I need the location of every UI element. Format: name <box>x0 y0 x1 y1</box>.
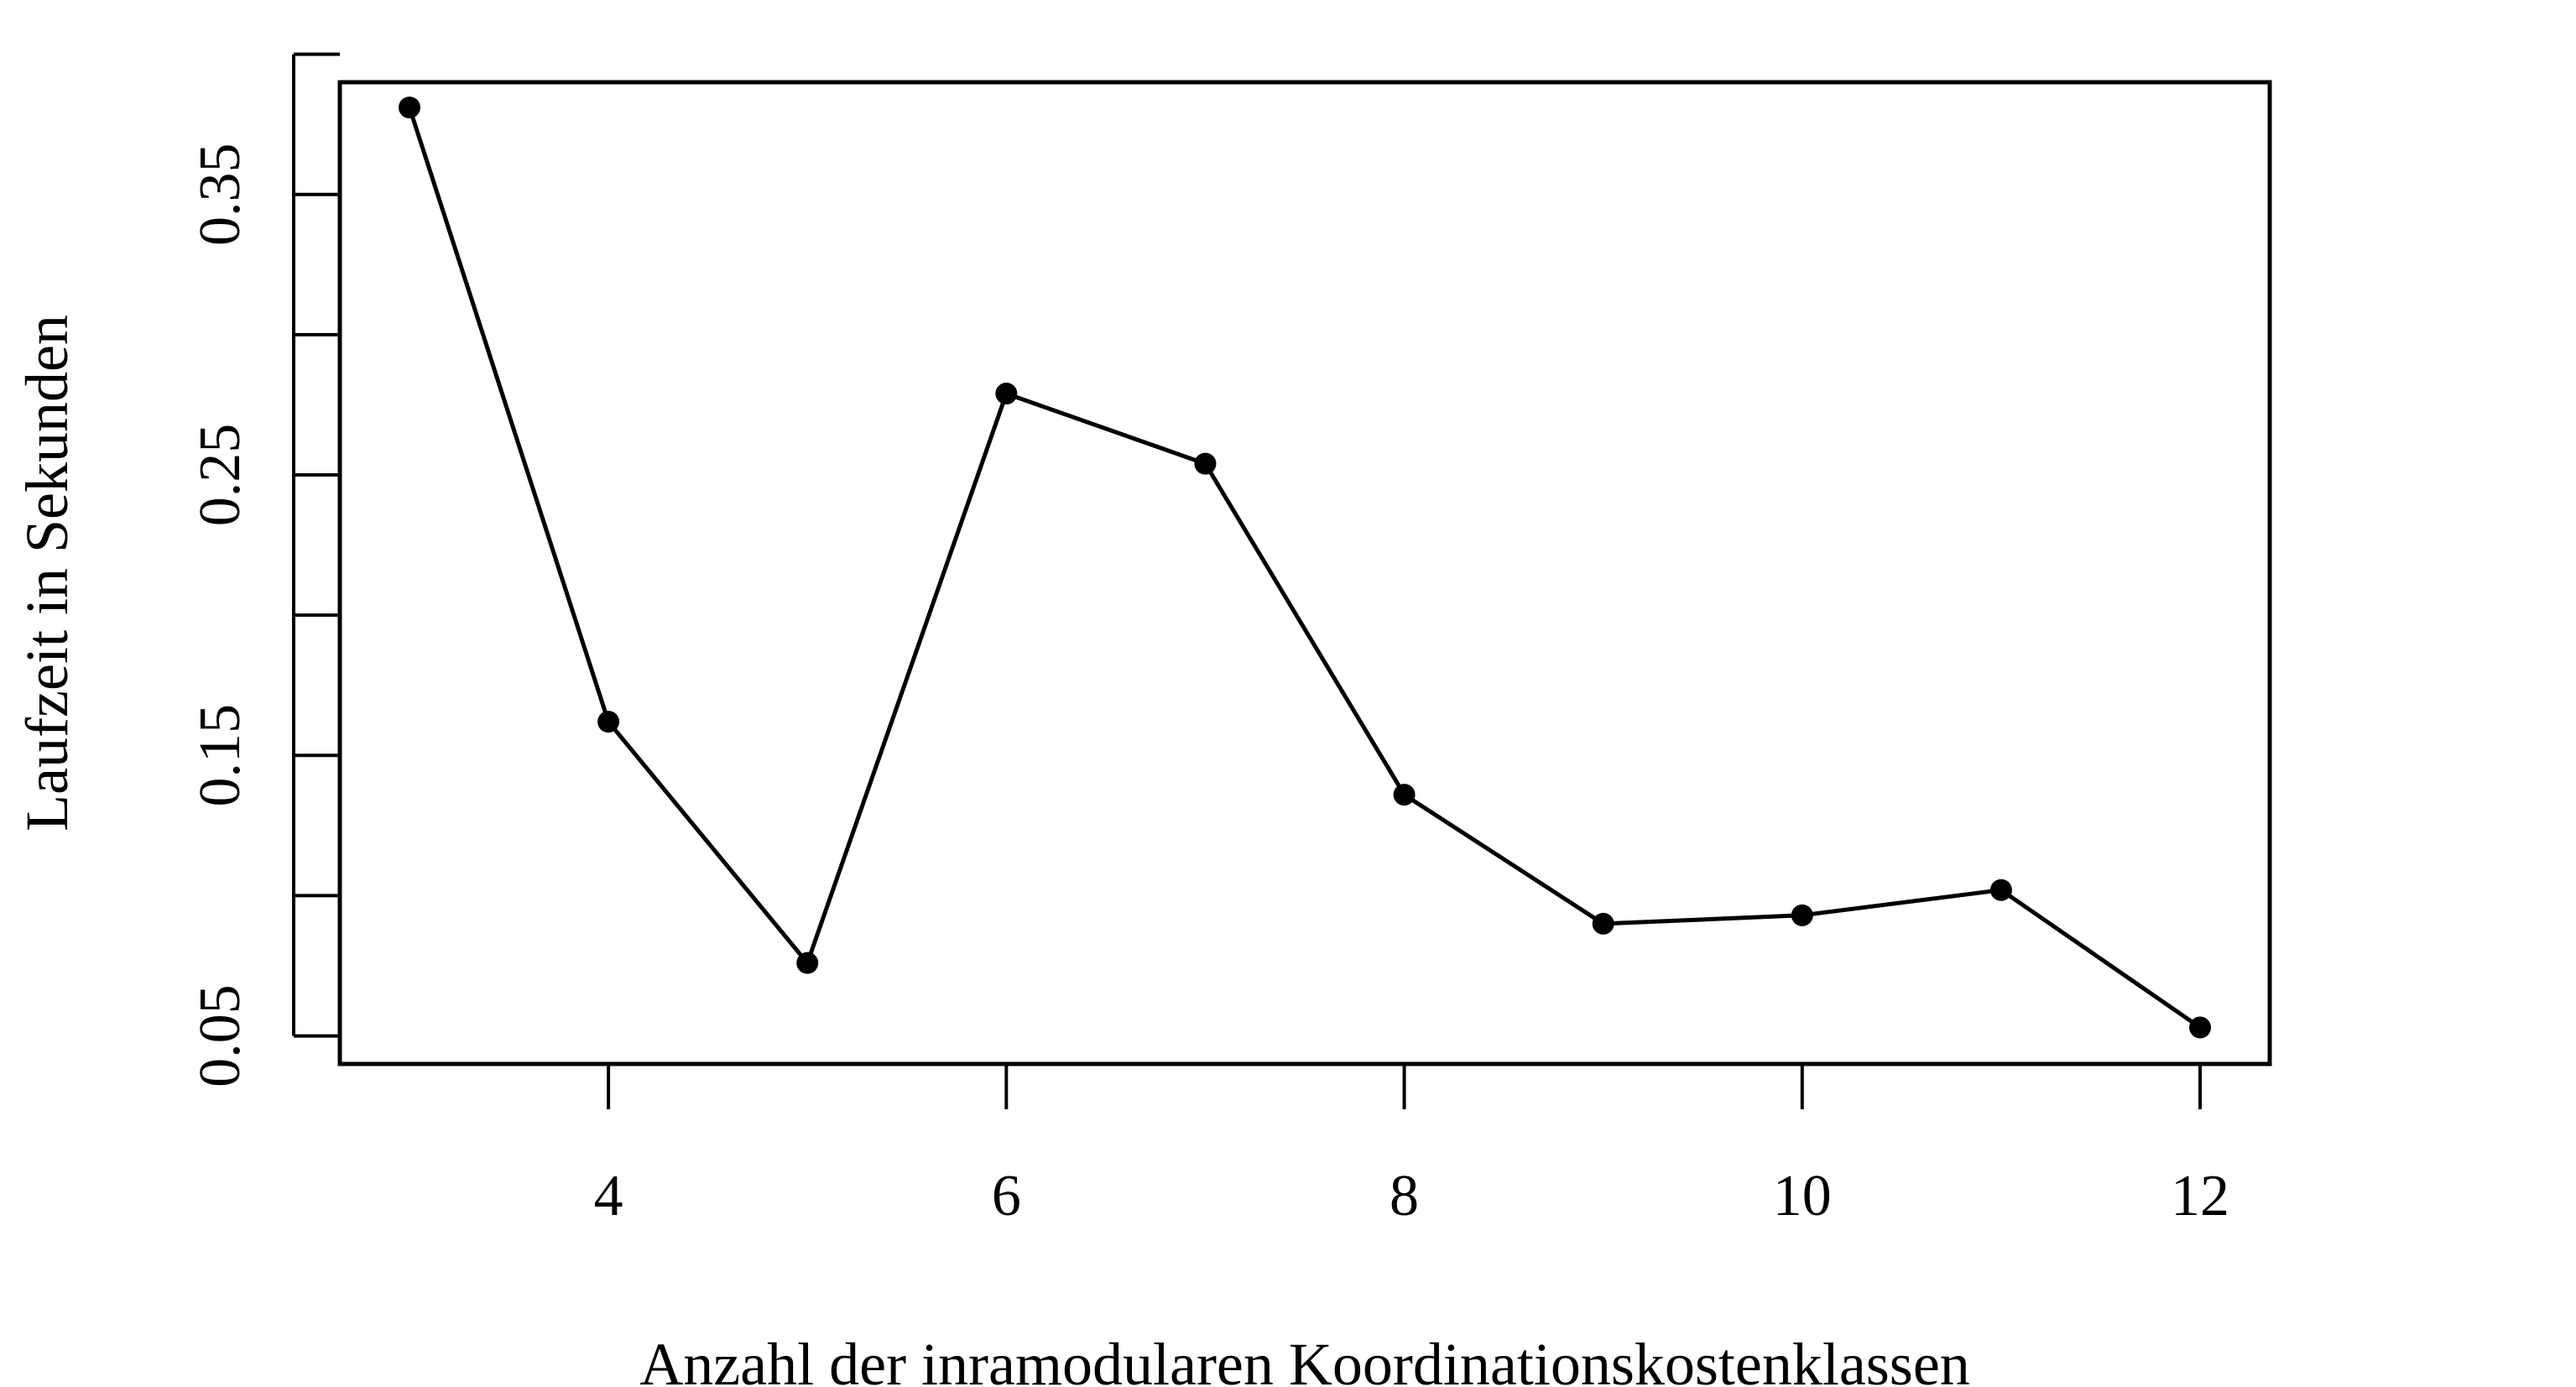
data-point <box>1989 879 2012 901</box>
x-tick-label: 6 <box>992 1164 1021 1228</box>
x-tick-label: 10 <box>1773 1164 1832 1228</box>
y-axis-title: Laufzeit in Sekunden <box>13 315 81 832</box>
data-point <box>995 383 1018 405</box>
y-tick-label: 0.15 <box>188 704 253 807</box>
x-axis: 4 6 8 10 12 <box>594 1062 2229 1228</box>
plot-frame <box>337 80 2272 1066</box>
data-point <box>796 952 819 974</box>
series-line <box>407 107 2202 1030</box>
series-points <box>398 96 2212 1039</box>
x-axis-title: Anzahl der inramodularen Koordinationsko… <box>639 1331 1970 1387</box>
y-axis: 0.05 0.15 0.25 0.35 <box>188 52 340 1087</box>
data-point <box>597 711 620 733</box>
data-point <box>1393 784 1416 806</box>
x-tick-label: 4 <box>594 1164 623 1228</box>
x-tick-label: 8 <box>1390 1164 1419 1228</box>
data-point <box>2189 1016 2212 1039</box>
data-point <box>1194 452 1217 475</box>
data-point <box>398 96 420 119</box>
data-point <box>1592 912 1614 935</box>
x-tick-label: 12 <box>2171 1164 2229 1228</box>
y-tick-label: 0.05 <box>188 984 253 1087</box>
y-tick-label: 0.35 <box>188 143 253 246</box>
data-point <box>1791 904 1813 926</box>
y-tick-label: 0.25 <box>188 424 253 527</box>
